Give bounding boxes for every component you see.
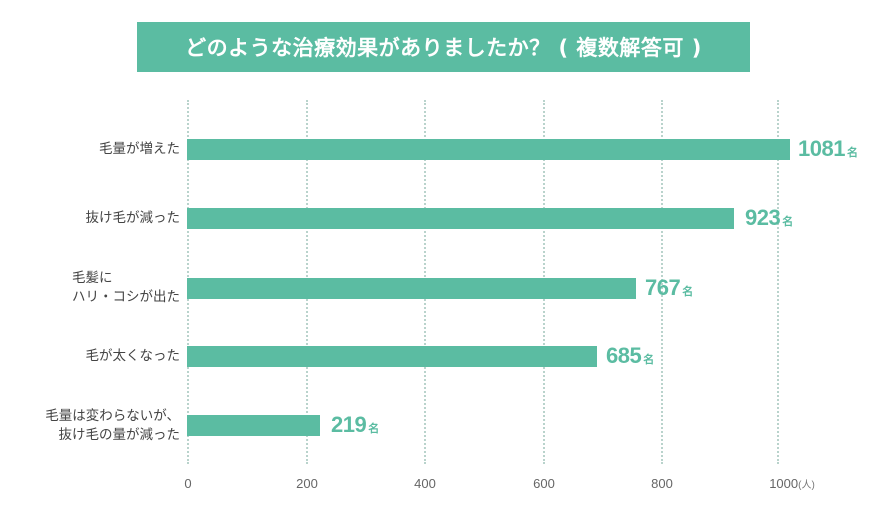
value-number: 1081: [798, 136, 845, 161]
category-label-line: 毛量は変わらないが、: [45, 408, 180, 424]
value-number: 219: [331, 412, 367, 437]
bar-volume-same-loss-decreased: [187, 415, 320, 436]
category-label: 毛が太くなった: [86, 347, 181, 366]
value-unit: 名: [782, 216, 793, 228]
bar-hair-firmness: [187, 278, 636, 299]
value-unit: 名: [682, 286, 693, 298]
category-label: 毛髪に ハリ・コシが出た: [72, 269, 180, 307]
value-unit: 名: [368, 423, 379, 435]
value-number: 923: [745, 205, 781, 230]
x-axis-unit: (人): [798, 480, 815, 491]
x-tick-label: 0: [184, 476, 191, 491]
gridline-800: [661, 100, 663, 464]
x-tick-text: 200: [296, 476, 318, 491]
x-tick-text: 800: [651, 476, 673, 491]
gridline-1000: [777, 100, 779, 464]
category-label-line: 抜け毛が減った: [85, 210, 181, 226]
value-number: 685: [606, 343, 642, 368]
value-unit: 名: [643, 354, 654, 366]
x-tick-text: 400: [414, 476, 436, 491]
x-tick-text: 0: [184, 476, 192, 491]
value-label: 1081 名: [798, 136, 858, 162]
category-label-line: 毛髪に: [72, 270, 113, 286]
category-label: 抜け毛が減った: [86, 209, 181, 228]
value-label: 923 名: [745, 205, 793, 231]
bar-hair-volume-increased: [187, 139, 790, 160]
category-label-line: 毛量が増えた: [99, 141, 180, 157]
value-number: 767: [645, 275, 681, 300]
value-unit: 名: [846, 147, 858, 159]
bar-hair-loss-decreased: [187, 208, 734, 229]
x-tick-label: 400: [414, 476, 436, 491]
x-tick-text: 600: [533, 476, 555, 491]
x-tick-label: 1000(人): [769, 476, 815, 491]
x-tick-label: 800: [651, 476, 673, 491]
x-tick-text: 1000: [769, 476, 799, 491]
category-label-line: 毛が太くなった: [85, 348, 181, 364]
bar-hair-thicker: [187, 346, 597, 367]
value-label: 685 名: [606, 343, 654, 369]
x-tick-label: 600: [533, 476, 555, 491]
x-tick-label: 200: [296, 476, 318, 491]
value-label: 219 名: [331, 412, 379, 438]
category-label: 毛量が増えた: [99, 140, 180, 159]
category-label: 毛量は変わらないが、 抜け毛の量が減った: [45, 407, 180, 445]
chart-title: どのような治療効果がありましたか？ ( 複数解答可 ): [137, 22, 750, 72]
category-label-line: 抜け毛の量が減った: [58, 427, 181, 443]
category-label-line: ハリ・コシが出た: [72, 289, 180, 305]
value-label: 767 名: [645, 275, 693, 301]
